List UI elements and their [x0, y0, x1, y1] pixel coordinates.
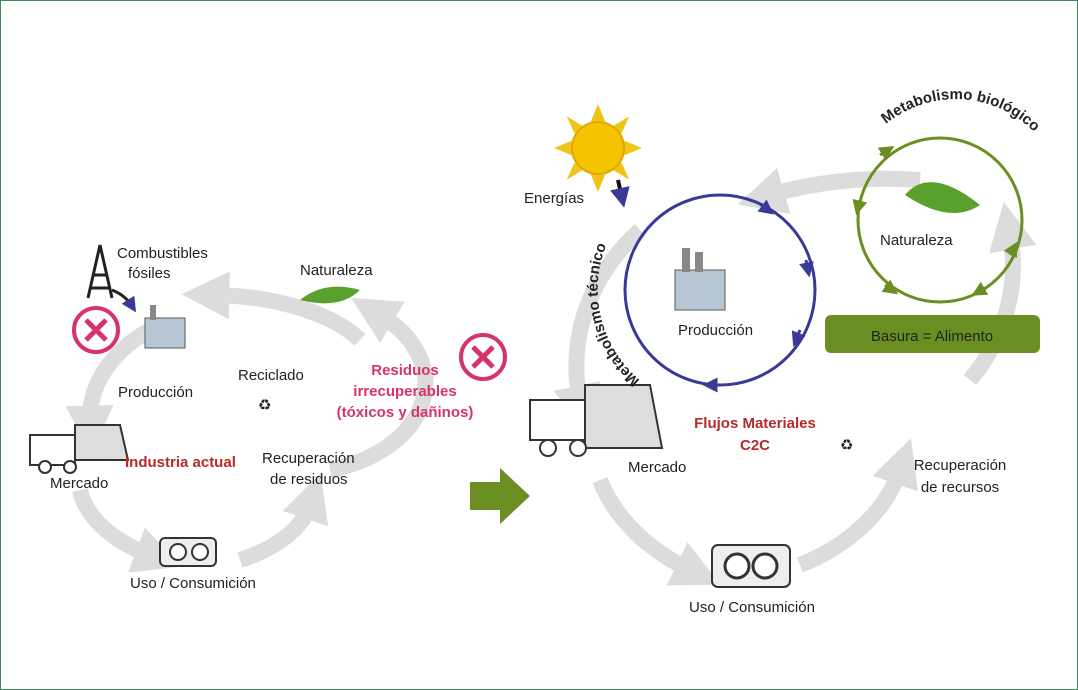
rect-shape [150, 305, 156, 320]
circle-shape [192, 544, 208, 560]
circle-shape [540, 440, 556, 456]
label: de residuos [270, 471, 348, 488]
circle-shape [170, 544, 186, 560]
label: (tóxicos y dañinos) [337, 404, 474, 421]
circle-shape [753, 554, 777, 578]
label: Residuos [371, 362, 439, 379]
label: Combustibles [117, 245, 208, 262]
label: Uso / Consumición [130, 575, 256, 592]
label: Uso / Consumición [689, 599, 815, 616]
path-shape [858, 200, 860, 208]
label: Basura = Alimento [871, 328, 993, 345]
recycle-icon: ♻ [258, 397, 271, 414]
label: Naturaleza [880, 232, 953, 249]
circle-shape [64, 461, 76, 473]
circle-shape [39, 461, 51, 473]
label: Mercado [50, 475, 108, 492]
title: Industria actual [125, 454, 236, 471]
diagram: ♻ Combustibles fósiles Naturaleza Produc… [0, 0, 1078, 690]
label: irrecuperables [353, 383, 456, 400]
label: Energías [524, 190, 584, 207]
path-shape [806, 260, 808, 270]
rect-shape [530, 400, 585, 440]
title: C2C [740, 437, 770, 454]
label: Recuperación [262, 450, 355, 467]
label: fósiles [128, 265, 171, 282]
label: Producción [118, 384, 193, 401]
label: Recuperación [914, 457, 1007, 474]
title: Flujos Materiales [694, 415, 816, 432]
label: Reciclado [238, 367, 304, 384]
label: de recursos [921, 479, 999, 496]
label: Producción [678, 322, 753, 339]
label: Mercado [628, 459, 686, 476]
circle-shape [725, 554, 749, 578]
label: Naturaleza [300, 262, 373, 279]
recycle-icon: ♻ [840, 437, 853, 454]
rect-shape [682, 248, 690, 272]
path-shape [585, 385, 662, 448]
path-shape [75, 425, 128, 460]
circle-shape [570, 440, 586, 456]
rect-shape [675, 270, 725, 310]
rect-shape [145, 318, 185, 348]
circle-shape [572, 122, 624, 174]
rect-shape [695, 252, 703, 272]
